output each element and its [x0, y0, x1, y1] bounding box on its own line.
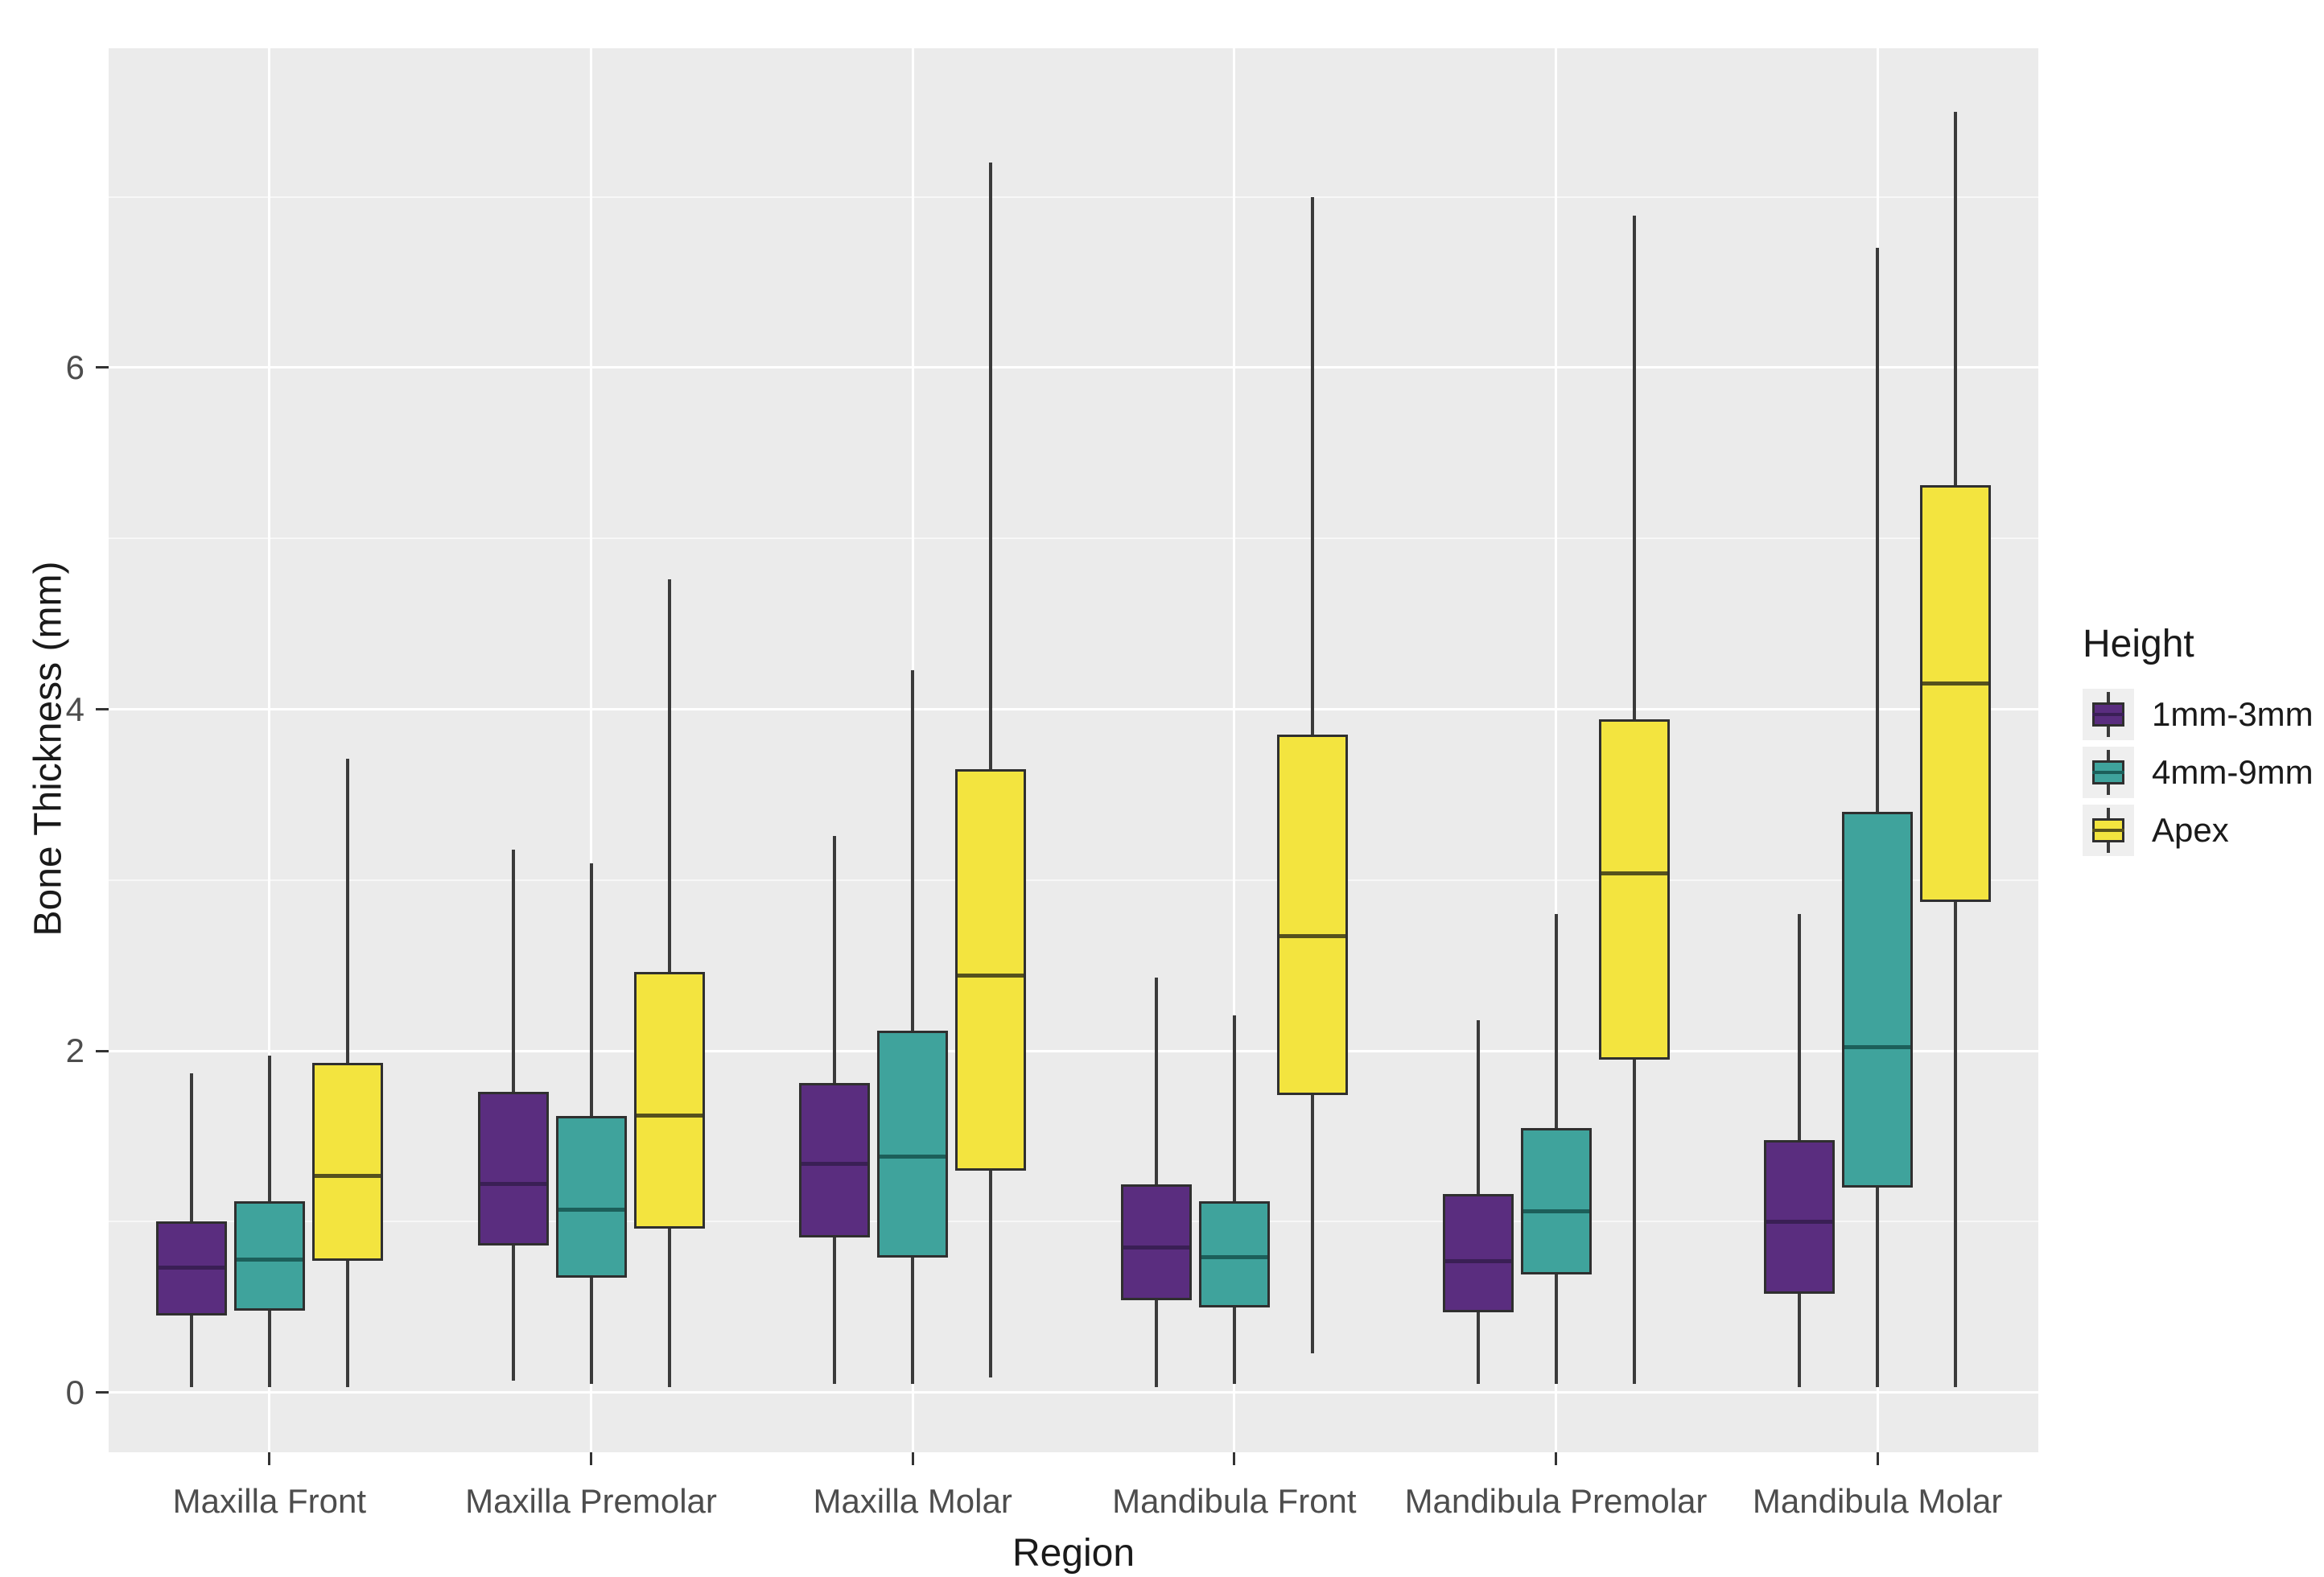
median-line	[236, 1257, 303, 1262]
whisker	[911, 669, 915, 1385]
whisker	[1232, 1015, 1236, 1385]
box	[1764, 1139, 1836, 1294]
median-line	[958, 974, 1024, 978]
median-line	[1922, 681, 1989, 686]
median-line	[880, 1155, 946, 1159]
gridline-major-horizontal	[109, 366, 2038, 369]
box	[477, 1092, 549, 1246]
box	[233, 1200, 305, 1311]
gridline-major-horizontal	[109, 1391, 2038, 1394]
x-axis-tick	[911, 1452, 914, 1465]
y-axis-tick	[96, 1049, 109, 1052]
y-tick-label: 4	[65, 690, 84, 728]
box	[1842, 811, 1914, 1188]
gridline-minor-horizontal	[109, 196, 2038, 198]
median-line	[1201, 1255, 1267, 1260]
gridline-minor-horizontal	[109, 537, 2038, 540]
y-axis-tick	[96, 366, 109, 369]
gridline-major-horizontal	[109, 1049, 2038, 1052]
legend-key-boxplot-icon	[2083, 804, 2134, 856]
median-line	[1444, 1258, 1511, 1263]
gridline-major-vertical	[590, 48, 592, 1452]
box	[955, 768, 1027, 1171]
y-tick-label: 0	[65, 1373, 84, 1411]
x-tick-label: Maxilla Molar	[813, 1482, 1012, 1520]
legend-title: Height	[2083, 622, 2194, 665]
median-line	[314, 1173, 381, 1178]
x-axis-tick	[1233, 1452, 1236, 1465]
box	[1276, 735, 1348, 1096]
plot-panel	[109, 48, 2038, 1452]
gridline-minor-horizontal	[109, 1221, 2038, 1223]
legend-item: 1mm-3mm	[2083, 688, 2314, 740]
median-line	[1844, 1045, 1911, 1050]
box	[1598, 719, 1670, 1060]
median-line	[1279, 934, 1345, 939]
box	[1198, 1200, 1270, 1307]
box	[1120, 1184, 1192, 1301]
median-line	[636, 1114, 703, 1118]
x-tick-label: Mandibula Molar	[1752, 1482, 2003, 1520]
median-line	[1123, 1245, 1189, 1250]
legend: Height 1mm-3mm 4mm-9mm Apex	[2083, 622, 2314, 863]
y-tick-label: 6	[65, 348, 84, 386]
y-axis-title: Bone Thickness (mm)	[27, 561, 70, 936]
median-line	[480, 1182, 546, 1187]
x-axis-tick	[590, 1452, 592, 1465]
box	[1920, 485, 1992, 903]
median-line	[558, 1208, 624, 1213]
x-tick-label: Mandibula Front	[1112, 1482, 1357, 1520]
gridline-major-vertical	[268, 48, 271, 1452]
legend-label: Apex	[2152, 810, 2229, 849]
x-axis-title: Region	[1012, 1532, 1135, 1575]
box	[877, 1030, 949, 1258]
x-axis-tick	[1555, 1452, 1557, 1465]
legend-items: 1mm-3mm 4mm-9mm Apex	[2083, 688, 2314, 856]
median-line	[1766, 1219, 1833, 1224]
box	[633, 972, 705, 1229]
box	[799, 1083, 871, 1237]
box	[1520, 1127, 1592, 1275]
y-axis-tick	[96, 708, 109, 711]
legend-item: Apex	[2083, 804, 2314, 856]
gridline-major-horizontal	[109, 708, 2038, 711]
legend-key-boxplot-icon	[2083, 746, 2134, 798]
legend-key-boxplot-icon	[2083, 688, 2134, 740]
median-line	[801, 1161, 868, 1166]
legend-label: 4mm-9mm	[2152, 752, 2314, 791]
x-tick-label: Maxilla Premolar	[465, 1482, 717, 1520]
gridline-minor-horizontal	[109, 879, 2038, 881]
box	[311, 1062, 383, 1262]
x-tick-label: Mandibula Premolar	[1404, 1482, 1708, 1520]
x-axis-tick	[1876, 1452, 1879, 1465]
median-line	[1601, 871, 1667, 875]
box	[1442, 1194, 1514, 1312]
median-line	[1523, 1209, 1589, 1214]
whisker	[1154, 977, 1158, 1388]
box	[555, 1115, 627, 1278]
x-tick-label: Maxilla Front	[172, 1482, 367, 1520]
legend-item: 4mm-9mm	[2083, 746, 2314, 798]
median-line	[158, 1266, 225, 1270]
gridline-major-vertical	[1233, 48, 1236, 1452]
legend-label: 1mm-3mm	[2152, 694, 2314, 733]
y-axis-tick	[96, 1391, 109, 1394]
gridline-major-vertical	[1555, 48, 1557, 1452]
y-tick-label: 2	[65, 1031, 84, 1070]
x-axis-tick	[268, 1452, 271, 1465]
